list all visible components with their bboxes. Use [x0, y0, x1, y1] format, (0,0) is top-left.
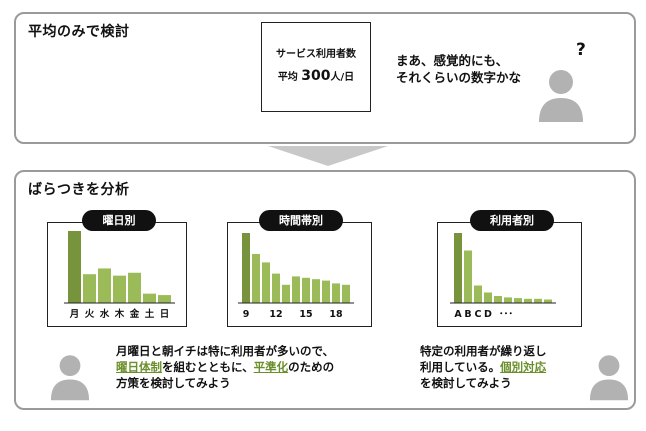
bar-E — [494, 296, 502, 303]
highlight-individual-response: 個別対応 — [500, 360, 547, 374]
bar-I — [534, 298, 542, 303]
stat-number: 300 — [301, 68, 331, 84]
comment-right-prefix: 利用している。 — [420, 360, 501, 374]
chart-by-user-label: 利用者別 — [470, 210, 554, 231]
tick-label: 火 — [85, 309, 95, 320]
bar-11 — [262, 262, 270, 303]
user-count-stat-box: サービス利用者数 平均 300人/日 — [261, 22, 371, 112]
bar-水 — [98, 268, 111, 303]
tick-label: 9 — [243, 309, 250, 320]
person-icon — [539, 70, 583, 122]
stat-value: 平均 300人/日 — [262, 68, 370, 84]
comment-left-line1: 月曜日と朝イチは特に利用者が多いので、 — [116, 344, 335, 358]
bar-土 — [143, 293, 156, 303]
bar-D — [484, 292, 492, 303]
comment-left-mid: を組むとともに、 — [162, 360, 254, 374]
comment-right-line2: 利用している。個別対応 — [420, 359, 595, 375]
comment-user: 特定の利用者が繰り返し 利用している。個別対応 を検討してみよう — [420, 343, 595, 391]
stat-label: サービス利用者数 — [276, 49, 356, 60]
tick-label: 12 — [269, 309, 282, 320]
bar-18 — [332, 283, 340, 303]
top-comment-line1: まあ、感覚的にも、 — [396, 53, 509, 68]
bar-B — [464, 250, 472, 303]
chart-by-day: 月火水木金土日 — [47, 222, 187, 327]
person-icon — [589, 355, 629, 401]
tick-label: 18 — [329, 309, 343, 320]
tick-label: 土 — [145, 308, 155, 320]
bar-日 — [158, 295, 171, 303]
comment-left-line3: 方策を検討してみよう — [116, 376, 231, 390]
stat-prefix: 平均 — [277, 72, 298, 83]
tick-label: A — [454, 309, 462, 320]
chart-by-user-svg: A B C D ･･･ — [450, 233, 556, 320]
bar-月 — [68, 231, 81, 303]
down-arrow-icon — [268, 146, 388, 166]
tick-label: 日 — [160, 309, 170, 320]
tick-label: ･･･ — [499, 309, 513, 320]
bar-木 — [113, 275, 126, 303]
chart-by-day-label: 曜日別 — [82, 210, 156, 231]
tick-label: B — [464, 309, 471, 320]
comment-left-line2: 曜日体制を組むとともに、平準化のための — [116, 359, 396, 375]
chart-by-time-svg: 9 12 15 18 — [238, 233, 354, 320]
bar-金 — [128, 272, 141, 303]
tick-label: 木 — [114, 308, 125, 320]
tick-label: 15 — [299, 309, 312, 320]
bar-16 — [312, 279, 320, 303]
chart-by-day-svg: 月火水木金土日 — [64, 231, 175, 320]
highlight-leveling: 平準化 — [253, 360, 289, 374]
bar-火 — [83, 274, 96, 303]
bar-C — [474, 285, 482, 303]
bar-13 — [282, 284, 290, 303]
bar-15 — [302, 277, 310, 303]
bar-10 — [252, 254, 260, 303]
tick-label: C — [475, 309, 482, 320]
highlight-weekday-shift: 曜日体制 — [116, 360, 162, 374]
comment-left-end: のための — [288, 360, 335, 374]
tick-label: 金 — [129, 308, 140, 320]
person-icon — [50, 355, 90, 401]
chart-by-time: 9 12 15 18 — [227, 222, 372, 327]
bar-17 — [322, 280, 330, 303]
bar-G — [514, 298, 522, 303]
variance-analysis-title: ばらつきを分析 — [28, 182, 130, 198]
stat-suffix: 人/日 — [330, 72, 355, 83]
bar-A — [454, 233, 462, 303]
tick-label: 月 — [69, 309, 80, 320]
bar-H — [524, 298, 532, 303]
comment-right-line3: を検討してみよう — [420, 376, 512, 390]
comment-day-time: 月曜日と朝イチは特に利用者が多いので、 曜日体制を組むとともに、平準化のための … — [116, 343, 396, 391]
question-mark: ? — [576, 40, 586, 60]
average-only-title: 平均のみで検討 — [28, 24, 130, 40]
tick-label: D — [484, 309, 492, 320]
chart-by-user: A B C D ･･･ — [437, 222, 582, 327]
bar-9 — [242, 233, 250, 303]
comment-right-line1: 特定の利用者が繰り返し — [420, 344, 547, 358]
bar-F — [504, 297, 512, 303]
chart-by-time-label: 時間帯別 — [259, 210, 343, 231]
tick-label: 水 — [100, 308, 110, 320]
bar-19 — [342, 284, 350, 303]
bar-14 — [292, 276, 300, 303]
bar-J — [544, 299, 552, 303]
top-comment: まあ、感覚的にも、 それくらいの数字かな — [396, 52, 521, 86]
bar-12 — [272, 273, 280, 303]
top-comment-line2: それくらいの数字かな — [396, 70, 522, 85]
